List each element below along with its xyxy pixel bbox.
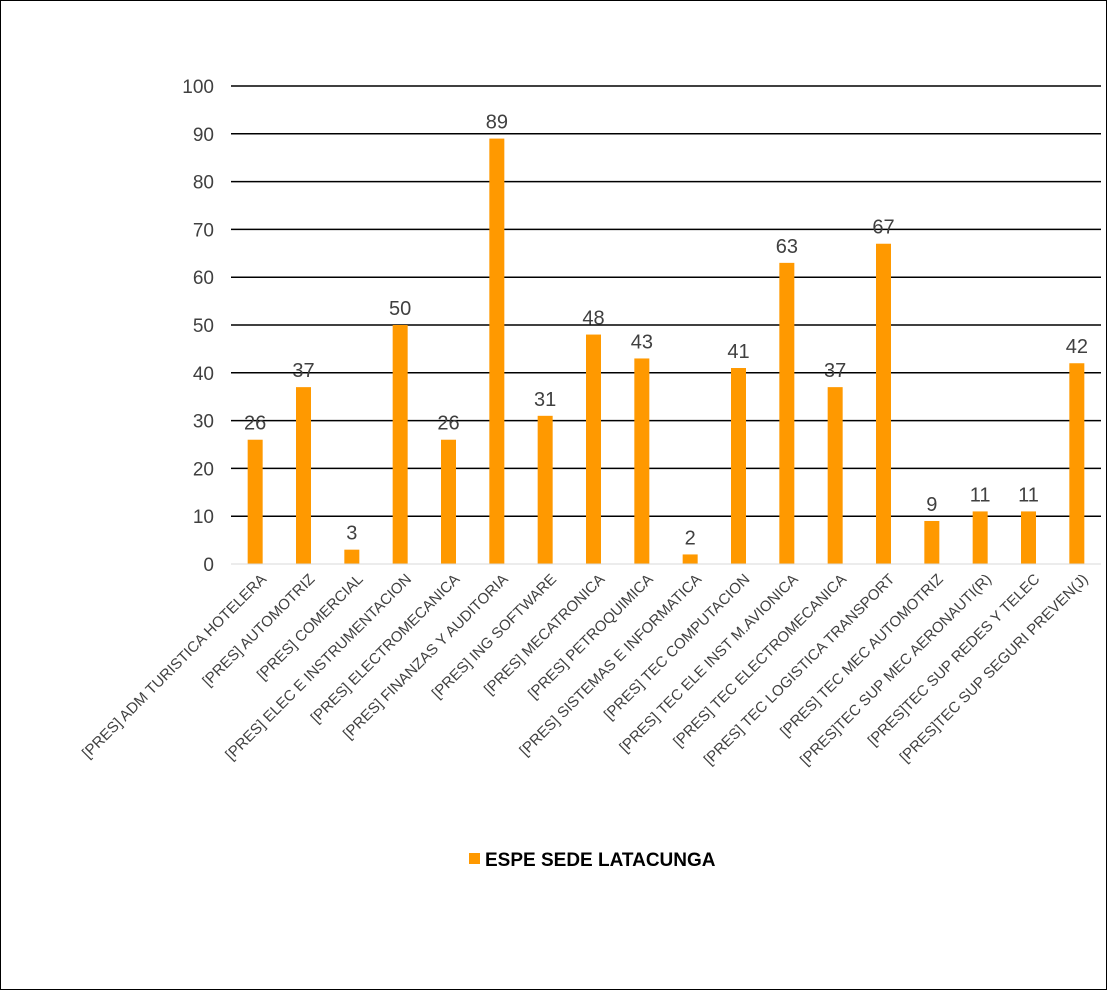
x-tick-label: [PRES] TEC ELECTROMECANICA: [670, 571, 850, 751]
data-label: 67: [872, 217, 894, 239]
legend-label: ESPE SEDE LATACUNGA: [485, 850, 716, 871]
data-label: 26: [244, 413, 266, 435]
y-tick-label: 20: [193, 459, 214, 480]
data-label: 26: [437, 413, 459, 435]
bar: [441, 439, 456, 564]
bar: [876, 243, 891, 565]
data-label: 37: [824, 360, 846, 382]
y-tick-label: 80: [193, 173, 214, 194]
bar: [731, 368, 746, 564]
bar: [344, 549, 360, 564]
y-tick-label: 100: [182, 77, 214, 98]
y-axis-ticks: 0 10 20 30 40 50 60 70 80 90 100: [182, 77, 214, 576]
y-tick-label: 10: [193, 507, 214, 528]
x-tick-label: [PRES]TEC SUP REDES Y TELEC: [865, 571, 1044, 750]
data-label: 2: [685, 527, 696, 549]
data-label: 41: [727, 341, 749, 363]
data-label: 11: [970, 484, 991, 506]
bar: [924, 520, 940, 564]
legend: ESPE SEDE LATACUNGA: [469, 850, 716, 871]
x-tick-label: [PRES] TEC ELE INST M.AVIONICA: [616, 571, 801, 756]
bars: [247, 138, 1085, 565]
y-tick-label: 70: [193, 220, 214, 241]
bar: [296, 387, 311, 564]
x-axis-ticks: [PRES] ADM TURISTICA HOTELERA[PRES] AUTO…: [79, 571, 1092, 769]
data-label: 63: [776, 236, 798, 258]
data-label: 89: [486, 112, 508, 134]
bar: [489, 138, 505, 564]
data-labels: 26 37 3 50 26 89 31 48 43 2 41 63 37 67 9 11 11 42: [244, 112, 1088, 550]
y-tick-label: 40: [193, 364, 214, 385]
data-label: 3: [346, 523, 357, 545]
y-tick-label: 0: [203, 555, 214, 576]
bar: [247, 439, 263, 564]
bar: [392, 325, 408, 564]
bar: [1021, 511, 1036, 564]
gridlines: [231, 85, 1101, 517]
data-label: 11: [1018, 484, 1039, 506]
data-label: 31: [534, 389, 556, 411]
data-label: 42: [1066, 336, 1088, 358]
data-label: 50: [389, 298, 411, 320]
data-label: 48: [582, 308, 604, 330]
data-label: 43: [631, 331, 653, 353]
y-tick-label: 90: [193, 125, 214, 146]
bar: [682, 554, 698, 564]
bar: [1069, 363, 1085, 564]
bar: [827, 387, 843, 564]
bar: [634, 358, 650, 564]
bar: [586, 334, 601, 564]
bar: [537, 415, 553, 564]
legend-swatch: [469, 853, 480, 864]
y-tick-label: 50: [193, 316, 214, 337]
bar: [779, 262, 795, 564]
y-tick-label: 60: [193, 268, 214, 289]
bar: [972, 511, 988, 564]
y-tick-label: 30: [193, 412, 214, 433]
data-label: 9: [926, 494, 937, 516]
data-label: 37: [292, 360, 314, 382]
